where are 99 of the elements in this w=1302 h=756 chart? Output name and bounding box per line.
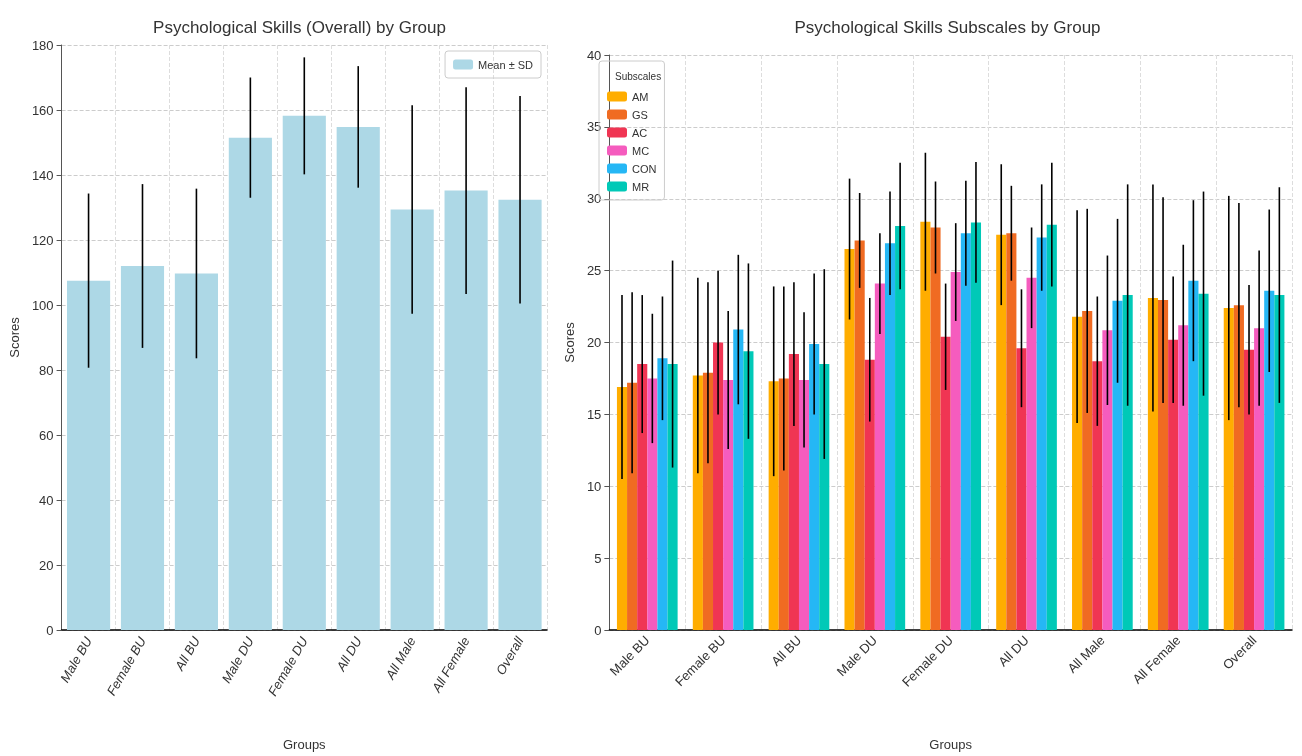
bar xyxy=(692,375,703,630)
y-tick-label: 30 xyxy=(586,191,602,207)
bar xyxy=(1122,295,1133,630)
bar xyxy=(778,378,789,630)
y-tick-label: 15 xyxy=(586,406,602,422)
bar xyxy=(1168,339,1179,630)
bar xyxy=(1046,224,1057,630)
bar xyxy=(120,266,165,630)
bar xyxy=(627,382,638,630)
bar xyxy=(864,359,875,630)
bar xyxy=(1147,297,1158,630)
legend-label: MC xyxy=(632,144,650,157)
bar xyxy=(1198,293,1209,630)
x-axis-title: Groups xyxy=(282,737,327,752)
y-tick-label: 140 xyxy=(31,167,54,183)
bar xyxy=(960,233,971,630)
y-tick-label: 5 xyxy=(594,550,602,566)
bar xyxy=(1102,330,1113,630)
bar xyxy=(970,222,982,630)
bar xyxy=(174,273,218,630)
y-tick-label: 40 xyxy=(39,492,54,508)
bar xyxy=(657,358,668,630)
bar xyxy=(1016,348,1027,630)
bar xyxy=(228,137,272,630)
bar xyxy=(1092,361,1103,630)
bar xyxy=(667,364,678,630)
x-tick-label: All DU xyxy=(332,633,366,675)
bar xyxy=(798,379,810,630)
x-tick-label: All BU xyxy=(171,633,204,674)
y-tick-label: 60 xyxy=(39,427,54,443)
x-tick-label: All DU xyxy=(995,632,1032,670)
bar xyxy=(895,226,906,630)
bar xyxy=(1026,277,1037,630)
bar xyxy=(713,342,724,630)
bar xyxy=(854,240,865,630)
bar xyxy=(733,329,744,630)
bar xyxy=(1112,300,1123,630)
bar xyxy=(1254,328,1265,630)
bar xyxy=(390,209,434,630)
bar xyxy=(1072,316,1083,630)
y-tick-label: 80 xyxy=(39,362,54,378)
bar xyxy=(874,283,885,630)
bar xyxy=(1178,325,1189,630)
bar xyxy=(702,372,714,630)
y-tick-label: 0 xyxy=(594,622,602,638)
bar xyxy=(1233,305,1244,630)
bar xyxy=(809,343,820,630)
bar xyxy=(444,190,488,630)
bar xyxy=(647,378,658,630)
y-axis-title: Scores xyxy=(7,316,22,358)
y-tick-label: 160 xyxy=(31,102,54,118)
bar xyxy=(930,227,941,630)
y-tick-label: 20 xyxy=(39,557,54,573)
bar xyxy=(1274,295,1285,630)
bar xyxy=(920,221,931,630)
y-tick-label: 10 xyxy=(586,478,602,494)
y-tick-label: 0 xyxy=(46,622,54,638)
legend-label: AM xyxy=(632,90,649,103)
bar xyxy=(884,243,896,630)
bar xyxy=(66,280,111,630)
bar xyxy=(1006,233,1017,630)
bar xyxy=(844,249,855,630)
bar xyxy=(637,364,648,630)
bar xyxy=(1082,310,1093,630)
y-tick-label: 40 xyxy=(586,47,602,63)
bar xyxy=(743,351,754,630)
y-tick-label: 100 xyxy=(31,297,54,313)
legend-label: CON xyxy=(632,162,657,175)
bar xyxy=(1036,237,1047,630)
bar xyxy=(819,364,830,630)
y-axis-title: Scores xyxy=(562,321,577,363)
y-tick-label: 20 xyxy=(586,335,602,350)
bar xyxy=(768,381,779,630)
bar xyxy=(723,379,734,630)
legend-label: MR xyxy=(632,180,650,193)
x-tick-label: All BU xyxy=(768,632,805,669)
bar xyxy=(940,336,951,630)
y-tick-label: 35 xyxy=(586,119,602,135)
legend-label: Mean ± SD xyxy=(478,58,534,71)
chart-title: Psychological Skills Subscales by Group xyxy=(794,18,1101,37)
bar xyxy=(788,354,799,630)
legend-title: Subscales xyxy=(615,70,662,82)
x-axis-title: Groups xyxy=(929,737,973,752)
bar xyxy=(1243,349,1255,630)
bar xyxy=(1264,290,1275,630)
chart-title: Psychological Skills (Overall) by Group xyxy=(153,18,446,37)
bar xyxy=(336,126,380,630)
bar xyxy=(498,199,542,630)
bar xyxy=(950,272,961,630)
bar xyxy=(282,115,326,630)
bar xyxy=(1158,300,1169,630)
y-tick-label: 180 xyxy=(31,37,54,53)
bar xyxy=(1223,308,1234,630)
bar xyxy=(996,234,1007,630)
y-tick-label: 25 xyxy=(586,263,602,279)
y-tick-label: 120 xyxy=(31,232,54,248)
legend-label: AC xyxy=(632,126,648,139)
legend-label: GS xyxy=(632,108,648,121)
bar xyxy=(1188,280,1199,630)
